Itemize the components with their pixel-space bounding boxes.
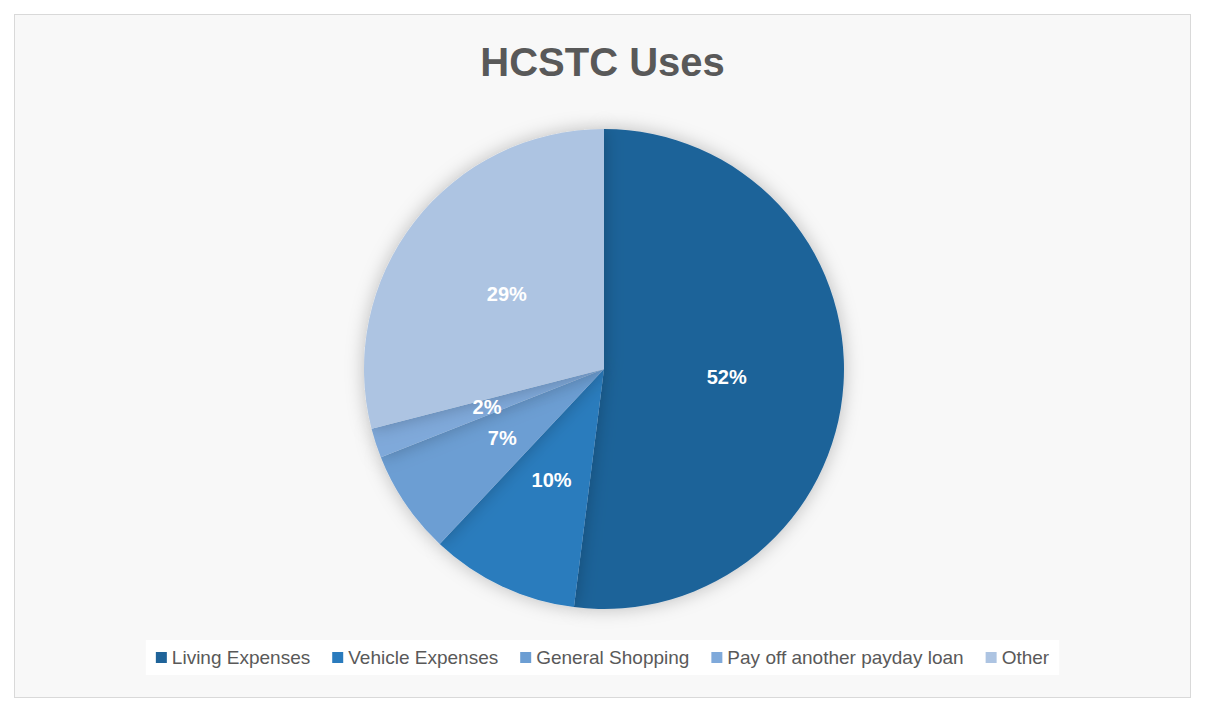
svg-text:General Shopping: General Shopping [536,647,689,668]
svg-text:Pay off another payday loan: Pay off another payday loan [727,647,963,668]
svg-text:10%: 10% [532,469,572,491]
svg-text:29%: 29% [487,283,527,305]
svg-text:Living Expenses: Living Expenses [172,647,310,668]
svg-text:7%: 7% [488,427,517,449]
svg-text:2%: 2% [473,396,502,418]
svg-text:52%: 52% [707,366,747,388]
svg-text:HCSTC Uses: HCSTC Uses [480,40,725,84]
svg-text:Vehicle Expenses: Vehicle Expenses [348,647,498,668]
svg-text:Other: Other [1002,647,1050,668]
